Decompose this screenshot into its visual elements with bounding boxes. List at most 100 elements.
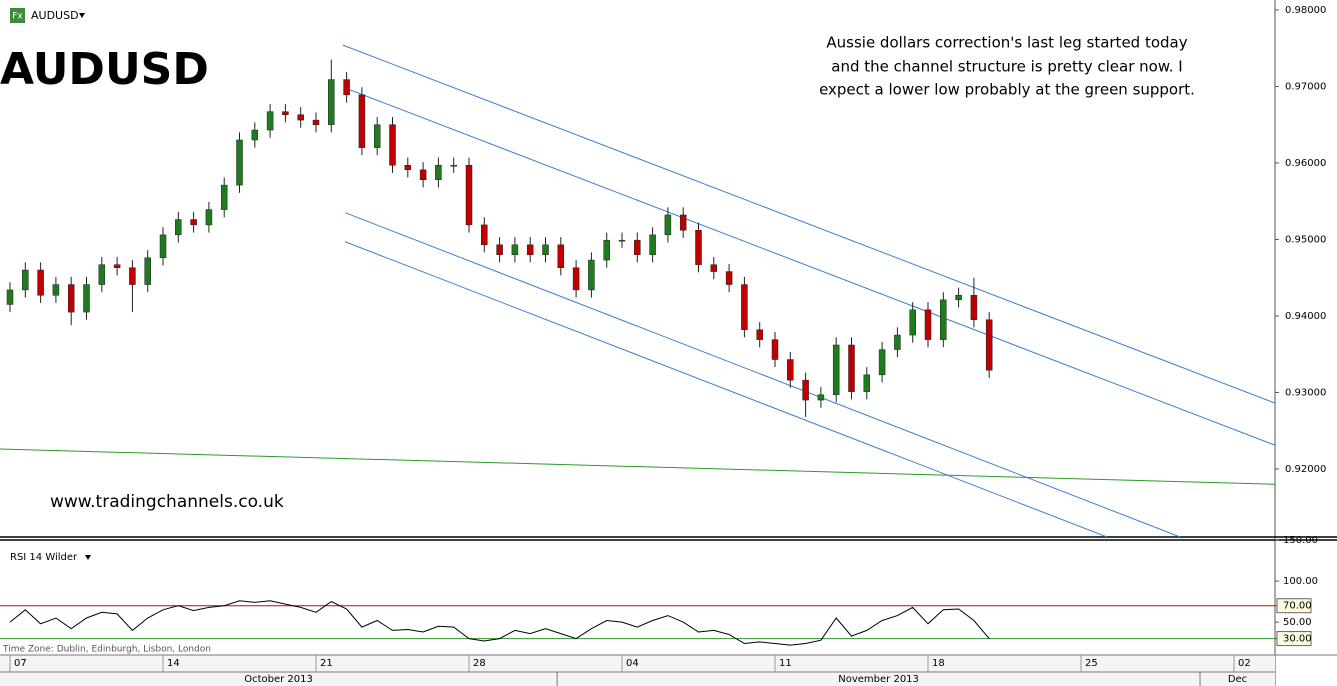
candle-body [465, 164, 473, 226]
candle-body [67, 284, 75, 313]
candle-body [328, 79, 335, 125]
candle-body [634, 239, 641, 255]
time-axis [0, 655, 1275, 686]
candle-body [557, 244, 565, 268]
x-tick-label: 04 [626, 658, 639, 669]
y-tick-label: 0.93000 [1285, 387, 1326, 398]
candle-body [98, 264, 106, 285]
candle-body [848, 344, 855, 392]
chart-title: AUDUSD [0, 44, 209, 95]
candle-body [618, 239, 626, 242]
x-tick-label: 07 [14, 658, 27, 669]
annotation: expect a lower low probably at the green… [819, 81, 1195, 99]
annotation: Aussie dollars correction's last leg sta… [826, 34, 1187, 52]
candle-body [175, 219, 182, 236]
y-tick-label: 30.00 [1283, 634, 1312, 645]
symbol-icon [10, 8, 25, 23]
candle-body [832, 344, 840, 395]
candle-body [756, 329, 763, 340]
month-label: November 2013 [838, 674, 919, 685]
candle-body [220, 184, 228, 210]
candle-body [312, 119, 320, 125]
trendline [344, 87, 1275, 446]
candle-body [741, 284, 748, 330]
candle-body [649, 234, 656, 255]
candle-body [343, 79, 350, 96]
trendline [342, 44, 1275, 404]
candle-body [511, 244, 519, 255]
candle-body [52, 284, 60, 296]
y-tick-label: 70.00 [1283, 601, 1312, 612]
candle-body [481, 224, 488, 246]
candle-body [588, 259, 595, 291]
candle-body [6, 289, 14, 305]
candle-body [572, 267, 580, 291]
candle-body [282, 111, 289, 115]
candle-body [542, 244, 549, 255]
rsi-panel [0, 600, 1275, 646]
x-tick-label: 28 [473, 658, 486, 669]
month-label: October 2013 [244, 674, 313, 685]
candle-body [159, 234, 167, 259]
month-label: Dec [1228, 674, 1247, 685]
candle-body [435, 164, 442, 181]
candle-body [358, 94, 366, 148]
y-tick-label: 0.95000 [1285, 234, 1326, 245]
candle-body [970, 295, 978, 321]
candle-body [526, 244, 534, 255]
candle-body [679, 214, 687, 231]
x-tick-label: 11 [779, 658, 792, 669]
indicator-title[interactable]: RSI 14 Wilder [10, 552, 78, 563]
tick-label-box [1276, 598, 1312, 614]
candle-body [236, 139, 243, 186]
candle-body [389, 124, 396, 166]
candle-body [83, 284, 90, 313]
symbol-selector[interactable]: AUDUSD [31, 9, 79, 22]
candle-body [603, 239, 610, 261]
candle-body [205, 209, 213, 226]
dropdown-arrow[interactable] [85, 555, 91, 560]
y-tick-label: 0.94000 [1285, 311, 1326, 322]
candle-body [496, 244, 503, 255]
candle-body [450, 164, 457, 167]
candle-body [894, 334, 901, 350]
price-panel [0, 44, 1275, 537]
candle-body [37, 269, 44, 296]
x-tick-label: 18 [932, 658, 945, 669]
candle-body [985, 319, 993, 371]
candle-body [22, 269, 29, 291]
trendline [0, 448, 1275, 485]
y-tick-label: 0.92000 [1285, 464, 1326, 475]
dropdown-arrow[interactable] [79, 13, 85, 18]
candle-body [129, 267, 136, 285]
candle-body [297, 114, 304, 121]
candle-body [266, 111, 274, 131]
y-tick-label: 0.98000 [1285, 5, 1326, 16]
candle-body [113, 264, 121, 268]
candle-body [695, 230, 702, 265]
candle-body [802, 379, 809, 401]
candle-body [190, 219, 197, 226]
candle-body [924, 309, 932, 340]
candle-body [710, 264, 718, 272]
y-tick-label: 0.97000 [1285, 81, 1326, 92]
time-zone: Time Zone: Dublin, Edinburgh, Lisbon, Lo… [2, 645, 211, 655]
y-tick-label: 0.96000 [1285, 158, 1326, 169]
candle-body [373, 124, 381, 148]
candle-body [909, 309, 916, 336]
x-tick-label: 02 [1238, 658, 1251, 669]
candle-body [725, 271, 733, 285]
x-tick-label: 25 [1085, 658, 1098, 669]
trendline [344, 241, 1108, 537]
rsi-line [9, 600, 990, 646]
candle-body [955, 295, 962, 301]
y-tick-label: 150.00 [1283, 535, 1318, 546]
candle-body [863, 374, 871, 392]
candle-body [664, 214, 672, 236]
x-tick-label: 21 [320, 658, 333, 669]
tick-label-box [1276, 631, 1312, 647]
candle-body [787, 359, 794, 381]
candle-body [419, 169, 427, 181]
